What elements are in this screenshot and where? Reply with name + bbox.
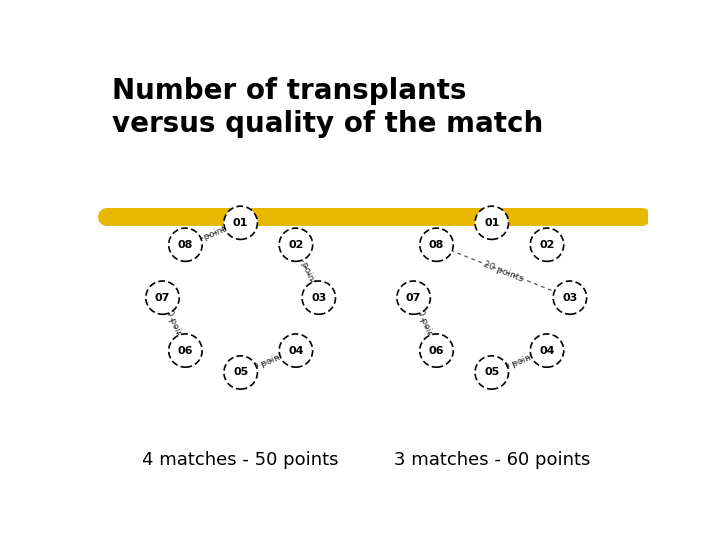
Text: 4 matches - 50 points: 4 matches - 50 points: [143, 451, 339, 469]
Ellipse shape: [420, 228, 454, 261]
Ellipse shape: [530, 334, 564, 367]
Text: 04: 04: [288, 346, 304, 355]
Ellipse shape: [224, 356, 258, 389]
Text: 05: 05: [484, 368, 500, 377]
Text: 07: 07: [155, 293, 170, 302]
Text: 06: 06: [178, 346, 193, 355]
Ellipse shape: [279, 228, 312, 261]
Text: 06: 06: [429, 346, 444, 355]
Ellipse shape: [168, 334, 202, 367]
Text: 20 points: 20 points: [482, 259, 524, 283]
Text: 08: 08: [429, 240, 444, 249]
Text: 02: 02: [539, 240, 554, 249]
Text: 3 matches - 60 points: 3 matches - 60 points: [394, 451, 590, 469]
Text: 08: 08: [178, 240, 193, 249]
Text: 02: 02: [288, 240, 304, 249]
Ellipse shape: [553, 281, 587, 314]
Text: 01: 01: [484, 218, 500, 228]
Text: 03: 03: [562, 293, 577, 302]
Text: 01: 01: [233, 218, 248, 228]
Text: 5 points: 5 points: [194, 223, 232, 245]
Ellipse shape: [420, 334, 454, 367]
Ellipse shape: [530, 228, 564, 261]
Text: 03: 03: [311, 293, 326, 302]
Text: 20 points: 20 points: [247, 349, 289, 374]
Ellipse shape: [302, 281, 336, 314]
Ellipse shape: [145, 281, 179, 314]
Text: 20 points: 20 points: [161, 303, 186, 345]
Text: 05: 05: [233, 368, 248, 377]
Ellipse shape: [279, 334, 312, 367]
Text: 5 points: 5 points: [296, 253, 319, 290]
Text: 20 points: 20 points: [498, 349, 541, 374]
Text: 20 points: 20 points: [413, 303, 438, 345]
Ellipse shape: [475, 206, 508, 239]
Ellipse shape: [168, 228, 202, 261]
Text: 07: 07: [406, 293, 421, 302]
Ellipse shape: [397, 281, 431, 314]
Text: 04: 04: [539, 346, 554, 355]
Ellipse shape: [475, 356, 508, 389]
Text: Number of transplants
versus quality of the match: Number of transplants versus quality of …: [112, 77, 544, 138]
Ellipse shape: [224, 206, 258, 239]
